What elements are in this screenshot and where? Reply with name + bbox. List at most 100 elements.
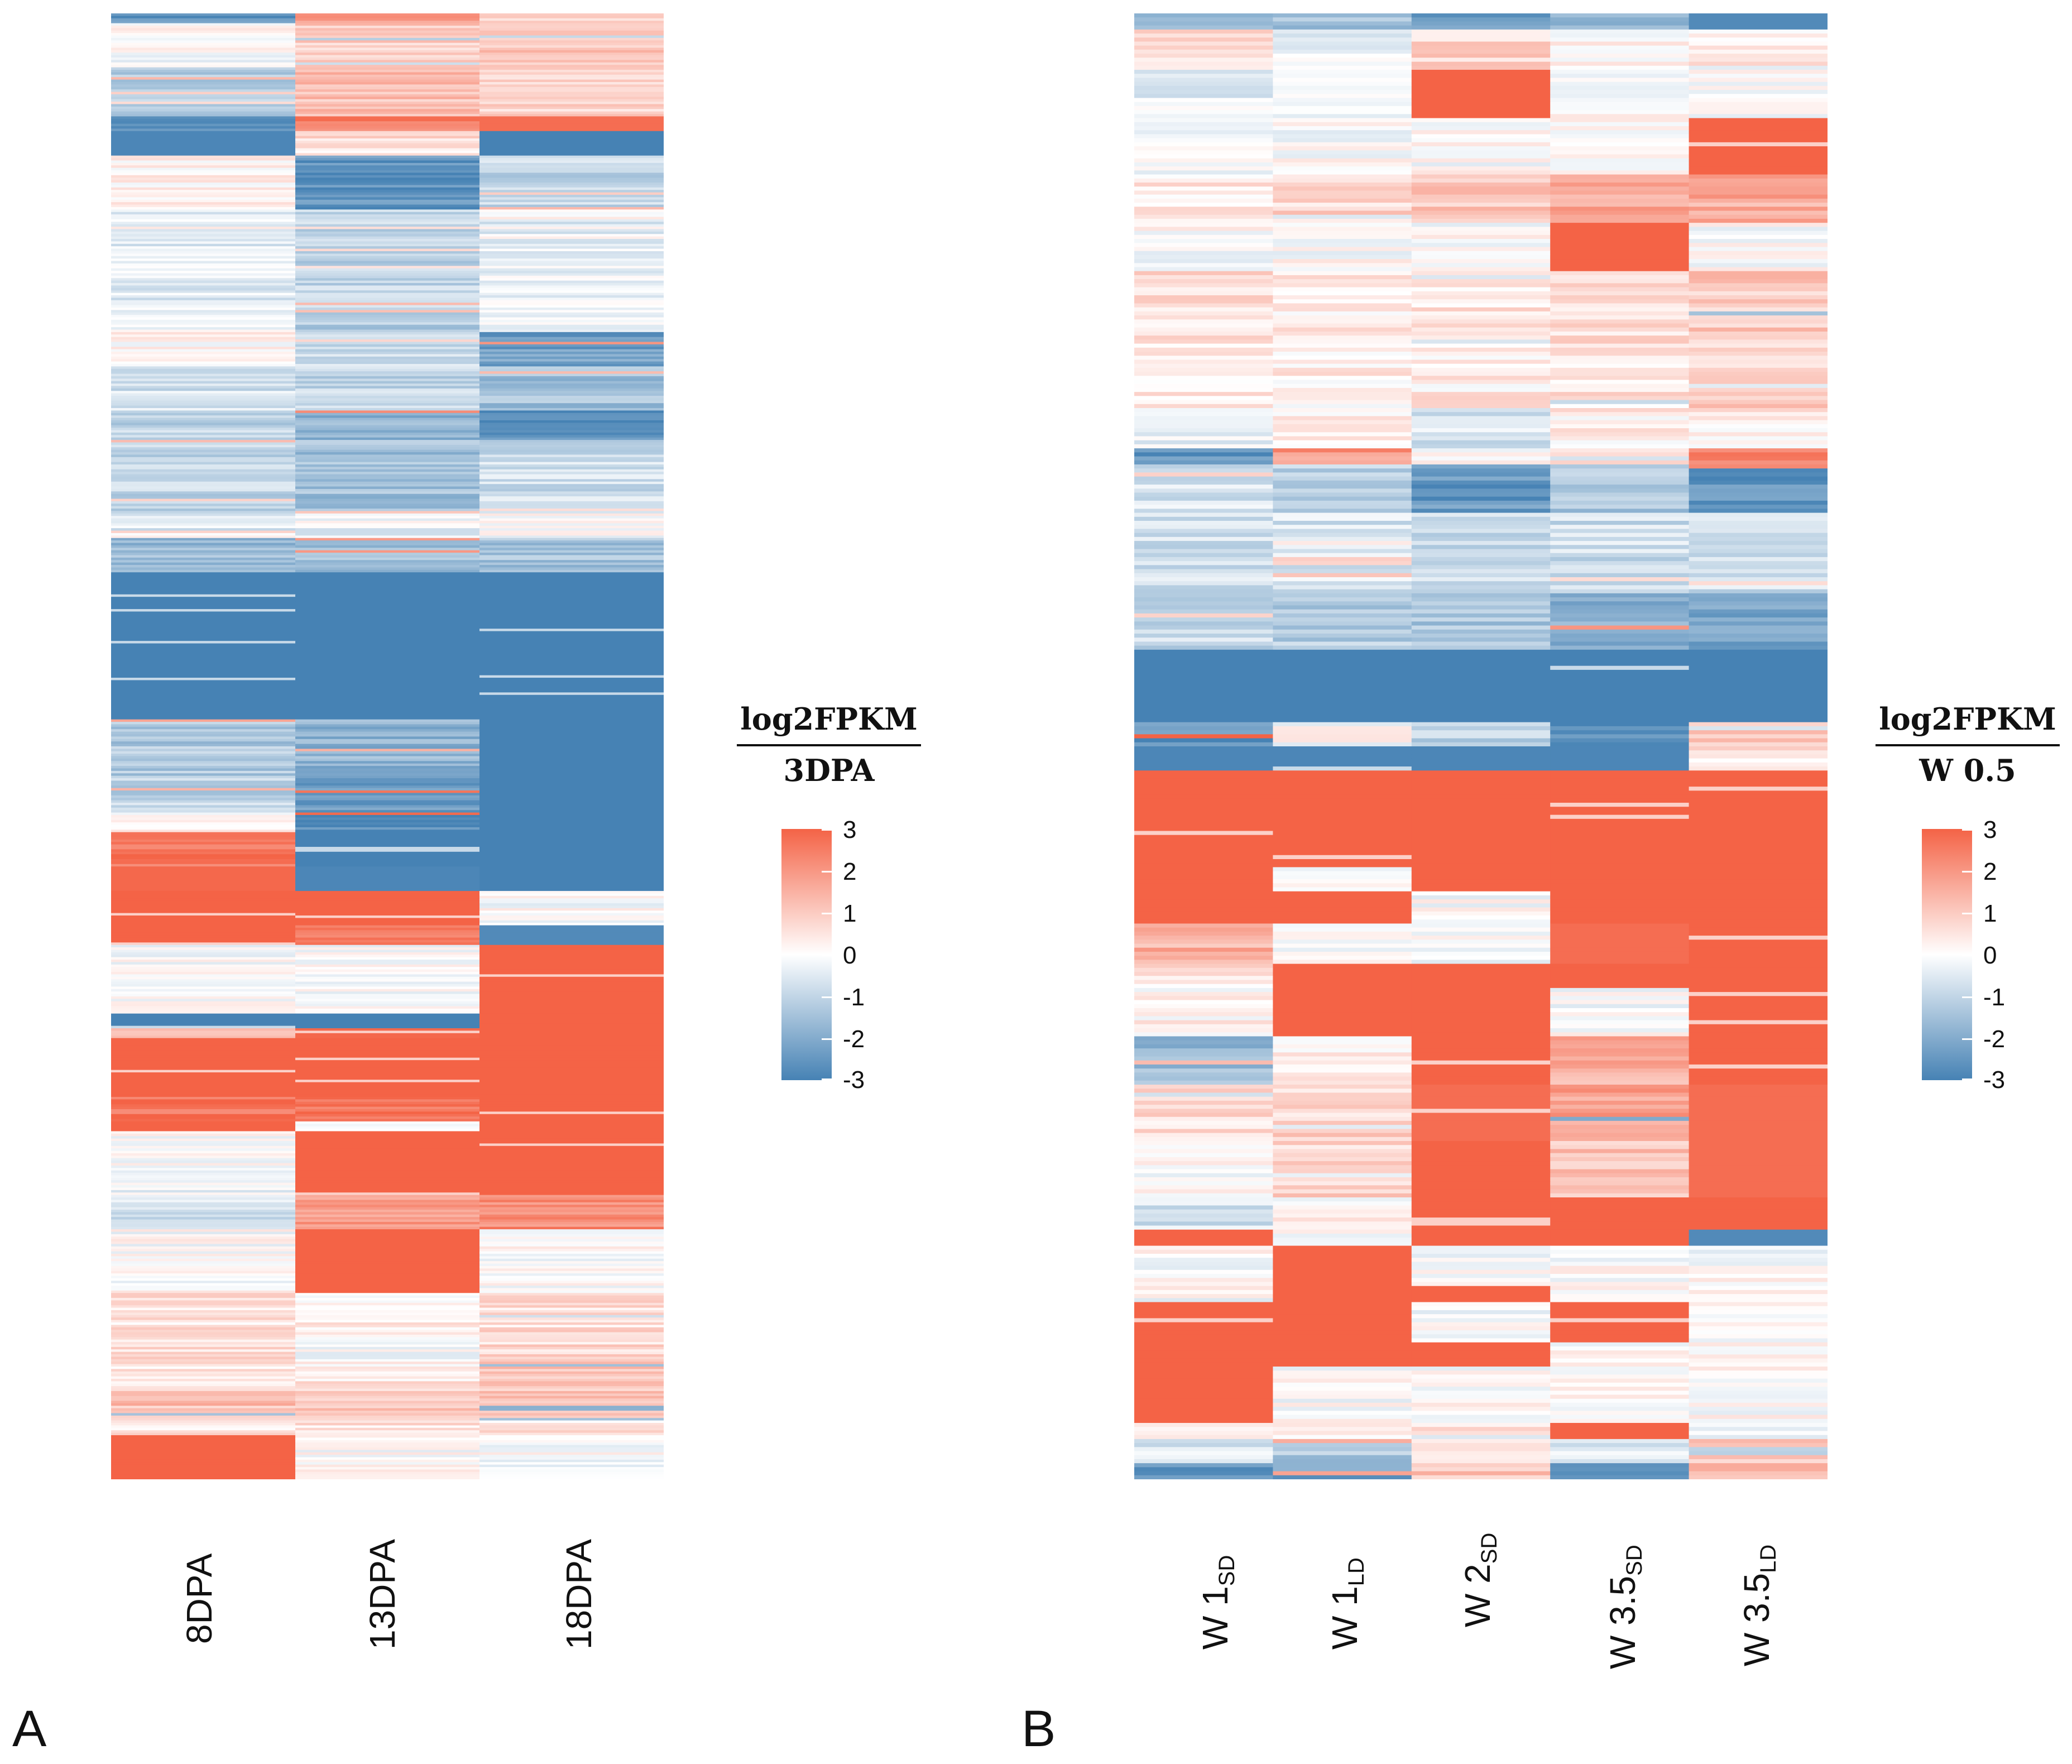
heatmap-cell	[1134, 29, 1273, 34]
heatmap-cell	[1273, 214, 1412, 219]
heatmap-cell	[1273, 319, 1412, 324]
heatmap-cell	[111, 516, 296, 519]
heatmap-cell	[1411, 1274, 1551, 1278]
heatmap-cell	[1411, 424, 1551, 429]
heatmap-cell	[295, 410, 480, 414]
heatmap-cell	[295, 153, 480, 156]
heatmap-cell	[479, 1133, 664, 1137]
heatmap-cell	[1689, 1197, 1828, 1202]
heatmap-cell	[479, 1096, 664, 1100]
heatmap-cell	[295, 1312, 480, 1316]
heatmap-cell	[295, 1153, 480, 1156]
heatmap-cell	[111, 535, 296, 539]
heatmap-cell	[111, 442, 296, 445]
heatmap-cell	[479, 707, 664, 710]
heatmap-cell	[1134, 468, 1273, 473]
heatmap-cell	[1273, 714, 1412, 719]
heatmap-cell	[479, 874, 664, 877]
heatmap-cell	[295, 1462, 480, 1465]
heatmap-cell	[1689, 1346, 1828, 1351]
heatmap-cell	[295, 999, 480, 1002]
heatmap-cell	[295, 295, 480, 298]
heatmap-cell	[479, 501, 664, 504]
heatmap-cell	[295, 611, 480, 615]
heatmap-cell	[479, 869, 664, 872]
heatmap-cell	[111, 697, 296, 701]
heatmap-cell	[295, 148, 480, 151]
heatmap-cell	[111, 391, 296, 394]
heatmap-cell	[1273, 927, 1412, 932]
heatmap-cell	[1134, 730, 1273, 735]
heatmap-cell	[1550, 376, 1690, 381]
heatmap-cell	[295, 87, 480, 90]
heatmap-cell	[1411, 1060, 1551, 1065]
heatmap-cell	[1134, 1245, 1273, 1250]
heatmap-cell	[1411, 1407, 1551, 1411]
heatmap-cell	[1550, 65, 1690, 70]
heatmap-cell	[1134, 936, 1273, 940]
heatmap-cell	[295, 1141, 480, 1144]
heatmap-cell	[479, 376, 664, 379]
heatmap-cell	[1689, 634, 1828, 638]
heatmap-cell	[1134, 690, 1273, 694]
heatmap-cell	[1689, 1302, 1828, 1307]
heatmap-cell	[295, 741, 480, 745]
heatmap-cell	[1689, 45, 1828, 50]
heatmap-cell	[295, 736, 480, 740]
heatmap-cell	[1411, 859, 1551, 864]
heatmap-cell	[295, 1197, 480, 1200]
heatmap-cell	[1134, 867, 1273, 872]
heatmap-cell	[1134, 1040, 1273, 1045]
heatmap-cell	[1134, 843, 1273, 847]
heatmap-cell	[1411, 436, 1551, 441]
heatmap-cell	[1411, 561, 1551, 565]
heatmap-cell	[111, 1236, 296, 1240]
heatmap-cell	[479, 131, 664, 134]
heatmap-cell	[1273, 847, 1412, 852]
heatmap-cell	[1273, 1274, 1412, 1278]
heatmap-cell	[479, 972, 664, 975]
heatmap-cell	[111, 165, 296, 169]
heatmap-cell	[479, 1332, 664, 1335]
heatmap-cell	[111, 28, 296, 31]
heatmap-cell	[1134, 863, 1273, 868]
heatmap-cell	[295, 942, 480, 946]
heatmap-cell	[1550, 750, 1690, 755]
heatmap-cell	[1134, 1016, 1273, 1021]
heatmap-cell	[1134, 432, 1273, 437]
heatmap-cell	[1550, 875, 1690, 880]
heatmap-cell	[1550, 943, 1690, 948]
heatmap-cell	[1134, 1318, 1273, 1323]
heatmap-cell	[1134, 472, 1273, 477]
heatmap-cell	[295, 1337, 480, 1340]
heatmap-cell	[1689, 533, 1828, 538]
heatmap-cell	[295, 347, 480, 350]
heatmap-cell	[1689, 770, 1828, 775]
legend-tick-label: -2	[843, 1025, 865, 1053]
heatmap-cell	[1550, 356, 1690, 361]
heatmap-cell	[295, 1302, 480, 1306]
heatmap-cell	[295, 682, 480, 686]
heatmap-cell	[1689, 766, 1828, 771]
heatmap-cell	[111, 102, 296, 105]
heatmap-cell	[1273, 1153, 1412, 1158]
heatmap-cell	[295, 830, 480, 833]
heatmap-cell	[1411, 94, 1551, 99]
heatmap-cell	[1411, 1262, 1551, 1267]
heatmap-cell	[1689, 343, 1828, 348]
heatmap-cell	[111, 293, 296, 296]
heatmap-cell	[1411, 927, 1551, 932]
heatmap-cell	[111, 619, 296, 622]
heatmap-cell	[1689, 444, 1828, 449]
heatmap-cell	[111, 121, 296, 124]
heatmap-cell	[1550, 911, 1690, 916]
heatmap-cell	[1134, 65, 1273, 70]
heatmap-cell	[1550, 295, 1690, 300]
heatmap-cell	[295, 1246, 480, 1249]
heatmap-cell	[1689, 658, 1828, 663]
heatmap-cell	[1134, 589, 1273, 594]
heatmap-cell	[1273, 887, 1412, 892]
heatmap-cell	[479, 1378, 664, 1382]
heatmap-cell	[1273, 585, 1412, 590]
heatmap-cell	[479, 1173, 664, 1176]
